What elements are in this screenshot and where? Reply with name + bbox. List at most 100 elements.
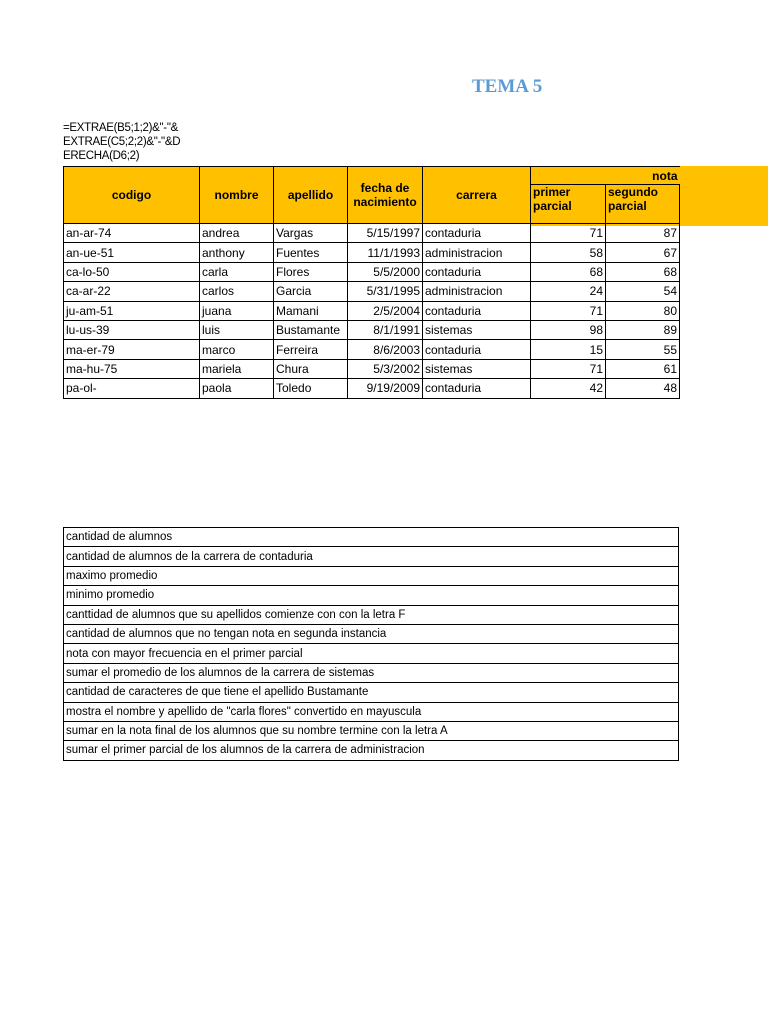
cell-codigo[interactable]: an-ar-74 — [63, 222, 200, 244]
question-row: maximo promedio — [63, 565, 679, 587]
cell-codigo[interactable]: ju-am-51 — [63, 300, 200, 321]
cell-primer-parcial[interactable]: 42 — [530, 378, 606, 399]
question-row: nota con mayor frecuencia en el primer p… — [63, 643, 679, 664]
question-row: minimo promedio — [63, 585, 679, 606]
cell-codigo[interactable]: ca-ar-22 — [63, 281, 200, 302]
cell-nombre[interactable]: anthony — [199, 242, 274, 263]
question-row: canttidad de alumnos que su apellidos co… — [63, 604, 679, 625]
cell-nombre[interactable]: paola — [199, 378, 274, 399]
cell-segundo-parcial[interactable]: 55 — [605, 339, 680, 360]
cell-apellido[interactable]: Bustamante — [273, 319, 348, 341]
question-cell[interactable]: minimo promedio — [63, 585, 679, 606]
cell-carrera[interactable]: contaduria — [422, 339, 531, 360]
cell-fecha[interactable]: 5/5/2000 — [347, 261, 423, 283]
table-row: pa-ol-paola Toledo 9/19/2009 contaduria 42 48 — [63, 378, 680, 399]
question-cell[interactable]: sumar el primer parcial de los alumnos d… — [63, 740, 679, 761]
cell-fecha[interactable]: 5/31/1995 — [347, 281, 423, 302]
cell-carrera[interactable]: sistemas — [422, 319, 531, 341]
header-nota: nota — [530, 166, 680, 185]
cell-fecha[interactable]: 9/19/2009 — [347, 378, 423, 399]
question-cell[interactable]: cantidad de alumnos de la carrera de con… — [63, 546, 679, 567]
cell-segundo-parcial[interactable]: 80 — [605, 300, 680, 321]
table-row: an-ue-51 anthony Fuentes 11/1/1993 administr… — [63, 242, 680, 263]
header-nombre: nombre — [199, 166, 274, 224]
cell-segundo-parcial[interactable]: 61 — [605, 358, 680, 380]
table-row: ju-am-51 juana Mamani 2/5/2004 contaduria 71 8… — [63, 300, 680, 321]
header-fecha: fecha de nacimiento — [347, 166, 423, 224]
cell-carrera[interactable]: contaduria — [422, 222, 531, 244]
question-cell[interactable]: sumar en la nota final de los alumnos qu… — [63, 720, 679, 742]
cell-carrera[interactable]: contaduria — [422, 378, 531, 399]
cell-codigo[interactable]: an-ue-51 — [63, 242, 200, 263]
cell-codigo[interactable]: ma-hu-75 — [63, 358, 200, 380]
cell-codigo[interactable]: ma-er-79 — [63, 339, 200, 360]
page-title: TEMA 5 — [472, 76, 543, 97]
question-cell[interactable]: cantidad de caracteres de que tiene el a… — [63, 682, 679, 703]
formula-line: ERECHA(D6;2) — [63, 150, 140, 162]
cell-carrera[interactable]: contaduria — [422, 300, 531, 321]
question-cell[interactable]: cantidad de alumnos que no tengan nota e… — [63, 623, 679, 645]
cell-fecha[interactable]: 5/15/1997 — [347, 222, 423, 244]
question-row: cantidad de caracteres de que tiene el a… — [63, 682, 679, 703]
cell-apellido[interactable]: Flores — [273, 261, 348, 283]
formula-line: EXTRAE(C5;2;2)&"-"&D — [63, 136, 181, 148]
cell-apellido[interactable]: Fuentes — [273, 242, 348, 263]
cell-apellido[interactable]: Mamani — [273, 300, 348, 321]
question-row: cantidad de alumnos de la carrera de con… — [63, 546, 679, 567]
cell-segundo-parcial[interactable]: 89 — [605, 319, 680, 341]
cell-primer-parcial[interactable]: 15 — [530, 339, 606, 360]
cell-fecha[interactable]: 8/1/1991 — [347, 319, 423, 341]
cell-primer-parcial[interactable]: 98 — [530, 319, 606, 341]
cell-primer-parcial[interactable]: 68 — [530, 261, 606, 283]
table-row: lu-us-39 luis Bustamante 8/1/1991 sistemas 98… — [63, 319, 680, 341]
cell-nombre[interactable]: marco — [199, 339, 274, 360]
question-cell[interactable]: sumar el promedio de los alumnos de la c… — [63, 662, 679, 684]
cell-carrera[interactable]: administracion — [422, 281, 531, 302]
question-cell[interactable]: maximo promedio — [63, 565, 679, 587]
cell-fecha[interactable]: 11/1/1993 — [347, 242, 423, 263]
cell-codigo[interactable]: ca-lo-50 — [63, 261, 200, 283]
cell-apellido[interactable]: Chura — [273, 358, 348, 380]
cell-nombre[interactable]: carlos — [199, 281, 274, 302]
question-cell[interactable]: cantidad de alumnos — [63, 526, 679, 548]
question-cell[interactable]: mostra el nombre y apellido de "carla fl… — [63, 701, 679, 722]
cell-fecha[interactable]: 2/5/2004 — [347, 300, 423, 321]
cell-apellido[interactable]: Garcia — [273, 281, 348, 302]
cell-nombre[interactable]: mariela — [199, 358, 274, 380]
cell-apellido[interactable]: Toledo — [273, 378, 348, 399]
header-carrera: carrera — [422, 166, 531, 224]
cell-primer-parcial[interactable]: 71 — [530, 300, 606, 321]
question-row: sumar el primer parcial de los alumnos d… — [63, 740, 679, 761]
cell-nombre[interactable]: juana — [199, 300, 274, 321]
cell-primer-parcial[interactable]: 71 — [530, 358, 606, 380]
cell-apellido[interactable]: Ferreira — [273, 339, 348, 360]
cell-nombre[interactable]: luis — [199, 319, 274, 341]
cell-fecha[interactable]: 5/3/2002 — [347, 358, 423, 380]
cell-primer-parcial[interactable]: 71 — [530, 222, 606, 244]
cell-carrera[interactable]: administracion — [422, 242, 531, 263]
cell-apellido[interactable]: Vargas — [273, 222, 348, 244]
cell-codigo[interactable]: pa-ol- — [63, 378, 200, 399]
cell-segundo-parcial[interactable]: 67 — [605, 242, 680, 263]
cell-nombre[interactable]: andrea — [199, 222, 274, 244]
cell-primer-parcial[interactable]: 24 — [530, 281, 606, 302]
question-row: mostra el nombre y apellido de "carla fl… — [63, 701, 679, 722]
cell-carrera[interactable]: sistemas — [422, 358, 531, 380]
cell-primer-parcial[interactable]: 58 — [530, 242, 606, 263]
students-table: codigo nombre apellido fecha de nacimien… — [63, 166, 680, 399]
cell-segundo-parcial[interactable]: 87 — [605, 222, 680, 244]
cell-carrera[interactable]: contaduria — [422, 261, 531, 283]
cell-segundo-parcial[interactable]: 48 — [605, 378, 680, 399]
question-cell[interactable]: nota con mayor frecuencia en el primer p… — [63, 643, 679, 664]
question-row: sumar el promedio de los alumnos de la c… — [63, 662, 679, 684]
table-row: ca-lo-50 carla Flores 5/5/2000 contaduria 68 6… — [63, 261, 680, 283]
cell-segundo-parcial[interactable]: 68 — [605, 261, 680, 283]
cell-segundo-parcial[interactable]: 54 — [605, 281, 680, 302]
cell-nombre[interactable]: carla — [199, 261, 274, 283]
question-row: sumar en la nota final de los alumnos qu… — [63, 720, 679, 742]
formula-note: =EXTRAE(B5;1;2)&"-"& EXTRAE(C5;2;2)&"-"&… — [63, 121, 181, 163]
header-apellido: apellido — [273, 166, 348, 224]
cell-fecha[interactable]: 8/6/2003 — [347, 339, 423, 360]
cell-codigo[interactable]: lu-us-39 — [63, 319, 200, 341]
question-cell[interactable]: canttidad de alumnos que su apellidos co… — [63, 604, 679, 625]
